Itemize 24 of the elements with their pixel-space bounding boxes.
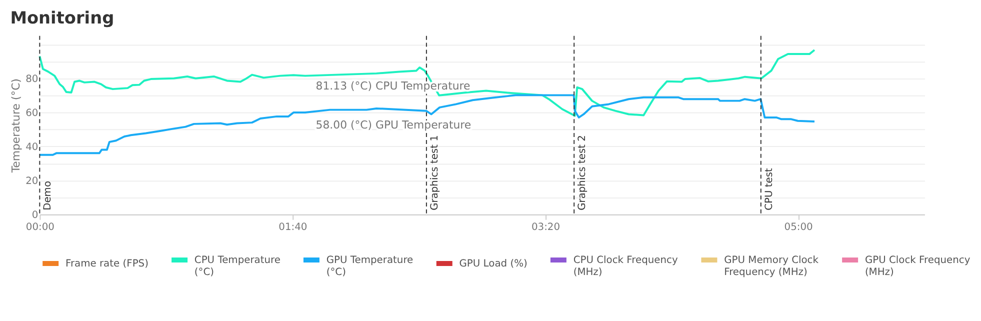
line-series <box>38 48 816 117</box>
legend-label: CPU Clock Frequency (MHz) <box>573 254 678 278</box>
legend-label: CPU Temperature (°C) <box>194 254 280 278</box>
y-tick-label: 40 <box>26 142 38 153</box>
legend-label: GPU Load (%) <box>459 258 528 270</box>
y-tick-label: 20 <box>26 176 38 187</box>
y-tick-label: 60 <box>26 108 38 119</box>
x-tick-label: 01:40 <box>278 222 308 233</box>
x-tick-label: 05:00 <box>784 222 813 233</box>
ref-line-label: Graphics test 1 <box>429 135 440 210</box>
legend-label: GPU Clock Frequency (MHz) <box>864 254 970 278</box>
y-tick-label: 80 <box>26 74 38 85</box>
ref-line-label: CPU test <box>764 168 775 210</box>
legend-label: GPU Temperature (°C) <box>326 254 414 278</box>
y-axis-title: Temperature (°C) <box>10 78 23 174</box>
chart-title: Monitoring <box>10 7 114 28</box>
ref-line-label: Graphics test 2 <box>576 135 588 210</box>
x-tick-label: 03:20 <box>531 222 560 233</box>
x-tick-label: 00:00 <box>26 222 54 233</box>
annotation: 58.00 (°C) GPU Temperature <box>316 118 472 132</box>
legend-label: Frame rate (FPS) <box>65 258 149 270</box>
y-tick-label: 0 <box>32 210 38 221</box>
ref-line-label: Demo <box>42 180 54 210</box>
legend-label: GPU Memory Clock Frequency (MHz) <box>724 254 819 278</box>
